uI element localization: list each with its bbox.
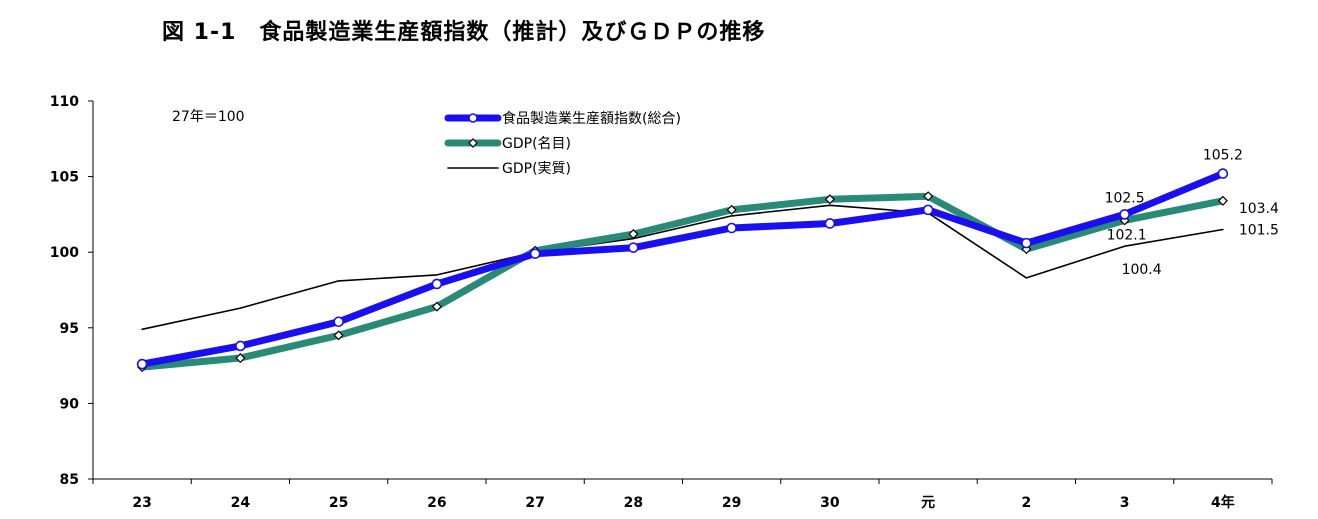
y-tick-label: 110: [50, 94, 79, 110]
x-tick-label: 29: [722, 495, 741, 511]
x-tick-label: 24: [231, 495, 251, 511]
point-circle: [824, 218, 836, 229]
y-tick-label: 105: [50, 170, 79, 186]
point-circle: [136, 358, 148, 370]
point-diamond: [235, 352, 246, 364]
x-tick-label: 25: [329, 495, 348, 511]
point-diamond: [923, 191, 934, 202]
point-diamond: [1217, 195, 1228, 206]
series-line-1: [138, 192, 1227, 371]
y-tick-label: 95: [60, 321, 79, 337]
legend-marker-circle: [468, 113, 478, 123]
x-tick-labels: 23 24 25 26 27 28 29 30 元 2 3 4年: [132, 494, 1234, 511]
chart-title: 図 1-1 食品製造業生産額指数（推計）及びＧＤＰの推移: [162, 20, 766, 45]
y-tick-labels: 85 90 95 100 105 110: [50, 94, 79, 488]
y-tick-label: 100: [50, 245, 79, 261]
x-tick-label: 28: [624, 495, 643, 511]
point-circle: [431, 278, 443, 290]
data-label: 103.4: [1239, 201, 1279, 217]
series-line-0: [138, 170, 1227, 368]
data-label: 102.5: [1105, 190, 1145, 206]
point-circle: [333, 316, 344, 328]
legend-label: GDP(実質): [502, 161, 571, 177]
x-tick-label: 26: [427, 495, 446, 511]
legend-label: 食品製造業生産額指数(総合): [502, 110, 681, 127]
data-label: 101.5: [1239, 223, 1279, 239]
series-lines: [138, 170, 1227, 371]
index-base-note: 27年＝100: [172, 109, 245, 125]
data-label: 102.1: [1107, 227, 1147, 243]
series-markers: [136, 168, 1229, 373]
x-tick-label: 30: [820, 495, 840, 511]
y-tick-label: 90: [60, 396, 80, 412]
point-circle: [1217, 168, 1229, 179]
x-tick-label: 23: [132, 495, 151, 511]
point-diamond: [431, 301, 442, 312]
point-circle: [922, 204, 934, 216]
point-diamond: [726, 204, 737, 215]
point-circle: [628, 242, 639, 253]
point-circle: [1119, 209, 1130, 220]
data-label: 100.4: [1122, 262, 1162, 278]
legend-label: GDP(名目): [502, 136, 571, 152]
y-tick-label: 85: [60, 472, 79, 488]
point-diamond: [628, 229, 639, 240]
point-diamond: [824, 194, 835, 205]
axes: [88, 100, 1273, 484]
series-line-2: [141, 204, 1224, 331]
x-tick-label: 2: [1022, 495, 1032, 511]
data-label: 105.2: [1203, 148, 1243, 164]
legend: 食品製造業生産額指数(総合) GDP(名目) GDP(実質): [444, 110, 681, 177]
point-circle: [529, 248, 541, 260]
x-tick-label: 3: [1120, 495, 1130, 511]
x-tick-label: 元: [921, 495, 935, 511]
point-diamond: [333, 330, 344, 341]
x-tick-label: 4年: [1211, 494, 1235, 511]
point-diamond: [1119, 215, 1130, 226]
point-circle: [726, 222, 737, 234]
point-circle: [235, 340, 246, 352]
point-circle: [1021, 237, 1032, 249]
data-labels: 102.5 105.2 102.1 103.4 100.4 101.5: [1105, 148, 1279, 279]
legend-marker-diamond: [468, 138, 478, 148]
x-tick-label: 27: [525, 495, 544, 511]
